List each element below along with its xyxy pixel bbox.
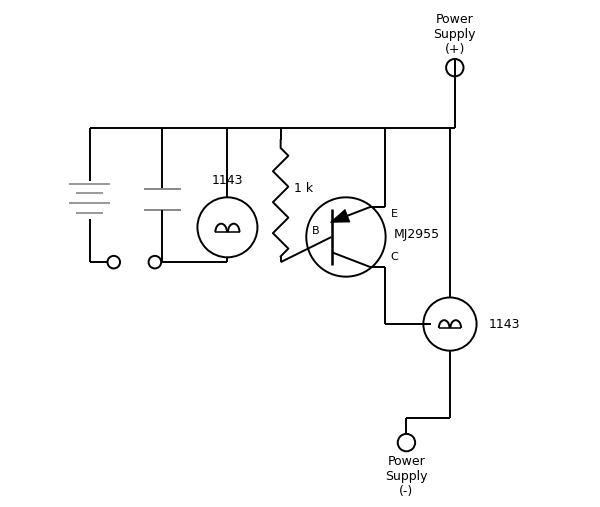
Text: 1143: 1143 <box>488 317 520 331</box>
Text: MJ2955: MJ2955 <box>394 228 439 241</box>
Text: Power
Supply
(-): Power Supply (-) <box>385 455 428 498</box>
Polygon shape <box>331 209 350 222</box>
Text: B: B <box>312 226 319 236</box>
Text: 1143: 1143 <box>212 174 243 187</box>
Text: 1 k: 1 k <box>294 182 313 195</box>
Text: C: C <box>391 252 398 262</box>
Text: E: E <box>391 209 397 220</box>
Text: Power
Supply
(+): Power Supply (+) <box>434 13 476 56</box>
